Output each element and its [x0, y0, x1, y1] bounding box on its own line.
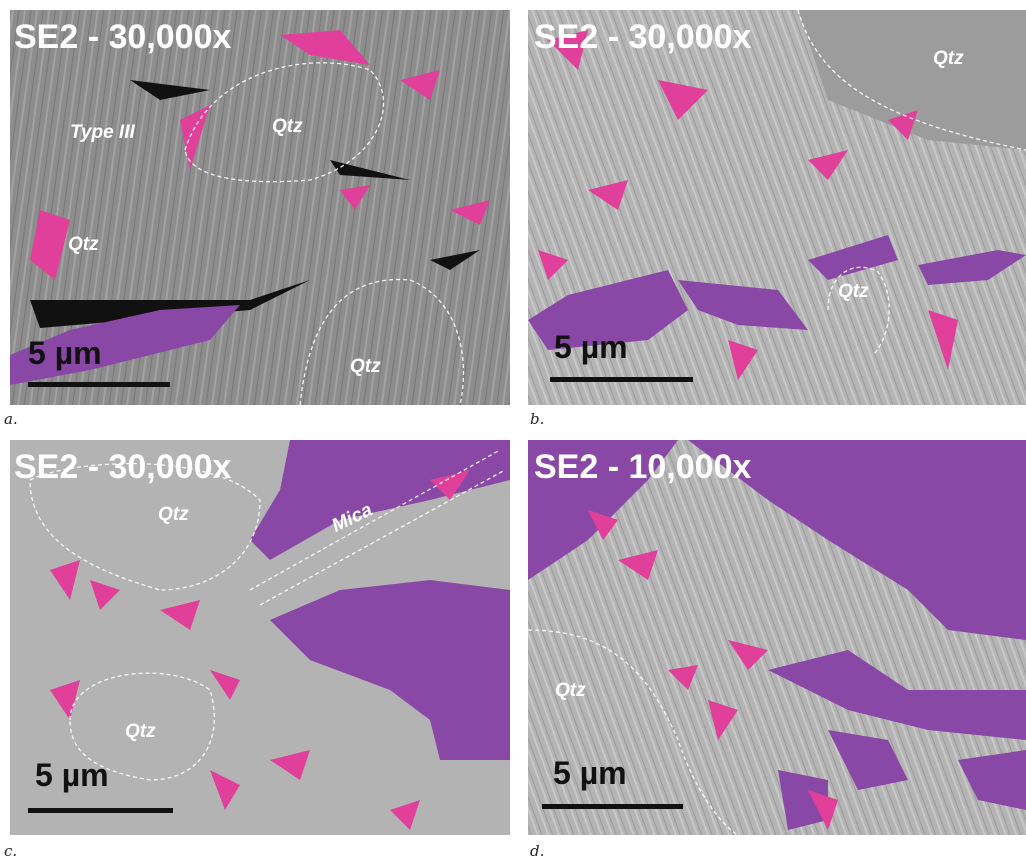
scale-bar — [542, 804, 683, 809]
annotation: Qtz — [272, 116, 303, 137]
panel-a: SE2 - 30,000x Type III Qtz Qtz Qtz 5 µm — [10, 10, 510, 405]
page: SE2 - 30,000x Type III Qtz Qtz Qtz 5 µm … — [0, 0, 1026, 863]
caption: c. — [4, 842, 17, 860]
annotation: Qtz — [838, 281, 869, 302]
caption: b. — [530, 410, 544, 428]
scale-label: 5 µm — [35, 757, 109, 793]
panel-c: SE2 - 30,000x Qtz Mica Qtz 5 µm — [10, 440, 510, 835]
magnification: SE2 - 30,000x — [534, 18, 751, 56]
scale-bar — [550, 377, 693, 382]
annotation: Qtz — [555, 680, 586, 701]
annotation: Qtz — [125, 721, 156, 742]
magnification: SE2 - 30,000x — [14, 18, 231, 56]
annotation: Qtz — [933, 48, 964, 69]
magnification: SE2 - 30,000x — [14, 448, 231, 486]
panel-d: SE2 - 10,000x Qtz 5 µm — [528, 440, 1026, 835]
scale-bar — [28, 382, 170, 387]
annotation: Qtz — [68, 234, 99, 255]
scale-label: 5 µm — [553, 755, 627, 791]
annotation: Qtz — [350, 356, 381, 377]
annotation: Qtz — [158, 504, 189, 525]
scale-label: 5 µm — [554, 329, 628, 365]
panel-b: SE2 - 30,000x Qtz Qtz 5 µm — [528, 10, 1026, 405]
annotation: Type III — [70, 122, 135, 143]
scale-bar — [28, 808, 173, 813]
caption: a. — [4, 410, 18, 428]
caption: d. — [530, 842, 544, 860]
magnification: SE2 - 10,000x — [534, 448, 751, 486]
scale-label: 5 µm — [28, 335, 102, 371]
